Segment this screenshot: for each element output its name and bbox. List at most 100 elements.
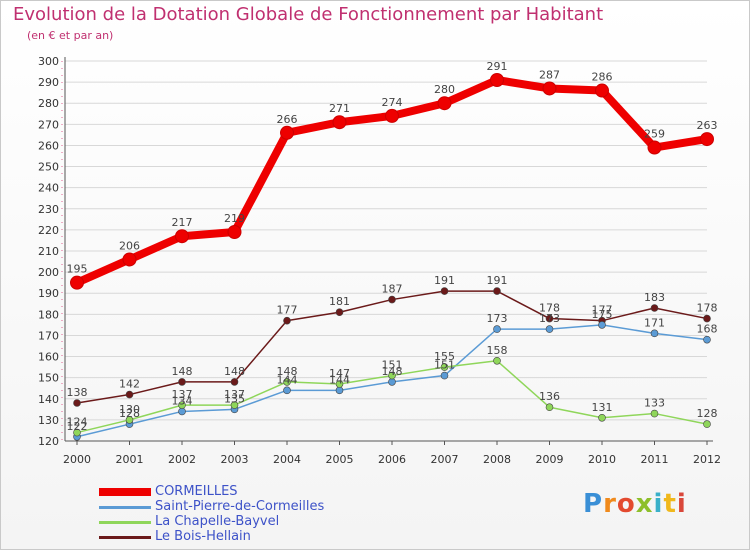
data-label: 148 (277, 365, 298, 378)
data-label: 133 (644, 397, 665, 410)
y-tick-label: 290 (38, 76, 59, 89)
data-label: 144 (329, 373, 350, 386)
data-label: 122 (67, 420, 88, 433)
y-tick-label: 180 (38, 308, 59, 321)
data-point (335, 308, 344, 317)
data-label: 219 (224, 212, 245, 225)
data-point (440, 363, 449, 371)
x-tick-label: 2004 (273, 453, 301, 466)
y-tick-label: 200 (38, 266, 59, 279)
y-tick-label: 140 (38, 393, 59, 406)
data-label: 131 (592, 401, 613, 414)
data-label: 173 (539, 312, 560, 325)
data-point (175, 229, 189, 244)
data-label: 142 (119, 378, 140, 391)
data-point (122, 252, 137, 267)
data-label: 177 (277, 304, 298, 317)
y-tick-label: 130 (38, 414, 59, 427)
x-tick-label: 2007 (431, 453, 459, 466)
data-point (703, 420, 711, 428)
data-point (493, 287, 501, 295)
x-tick-label: 2005 (326, 453, 354, 466)
data-label: 178 (697, 302, 718, 315)
data-point (493, 325, 501, 333)
data-point (178, 407, 186, 416)
data-point (385, 108, 399, 123)
legend-swatch (99, 488, 151, 496)
data-label: 137 (172, 388, 193, 401)
x-tick-label: 2006 (378, 453, 406, 466)
data-label: 128 (697, 407, 718, 420)
data-point (437, 96, 452, 111)
data-label: 259 (644, 128, 665, 141)
x-tick-label: 2010 (588, 453, 616, 466)
x-tick-label: 2002 (168, 453, 196, 466)
data-point (73, 428, 81, 437)
y-tick-label: 240 (38, 182, 59, 195)
data-point (595, 83, 609, 98)
data-point (650, 304, 659, 312)
data-label: 274 (382, 96, 403, 109)
chart-title: Evolution de la Dotation Globale de Fonc… (13, 4, 604, 25)
data-point (283, 386, 291, 395)
axes: 120 130 140 150 160 170 180 190 200 210 220 230 240 2… (38, 55, 721, 466)
legend-label: La Chapelle-Bayvel (155, 514, 280, 529)
data-label: 177 (592, 304, 613, 317)
data-point (178, 378, 186, 386)
data-label: 144 (277, 373, 298, 386)
series-line-3 (76, 290, 708, 404)
proxiti-logo: Proxiti (583, 489, 687, 519)
chart-subtitle: (en € et par an) (27, 29, 114, 42)
y-tick-label: 260 (38, 139, 59, 152)
y-tick-label: 230 (38, 203, 59, 216)
data-label: 151 (382, 359, 403, 372)
data-label: 181 (329, 295, 350, 308)
data-point (125, 390, 134, 399)
legend-swatch (99, 536, 151, 539)
data-label: 155 (434, 350, 455, 363)
x-tick-label: 2012 (693, 453, 721, 466)
data-label: 266 (277, 113, 298, 126)
data-label: 178 (539, 302, 560, 315)
data-point (703, 314, 711, 323)
data-point (493, 356, 501, 365)
x-tick-label: 2003 (221, 453, 249, 466)
data-label: 195 (67, 263, 88, 276)
data-label: 147 (329, 367, 350, 380)
data-label: 137 (224, 388, 245, 401)
data-label: 286 (592, 71, 613, 84)
data-point (125, 416, 134, 424)
data-point (700, 132, 714, 147)
x-tick-label: 2008 (483, 453, 511, 466)
data-label: 187 (382, 283, 403, 296)
data-label: 134 (172, 394, 193, 407)
data-point (280, 125, 294, 140)
y-tick-label: 250 (38, 161, 59, 174)
data-label: 217 (172, 216, 193, 229)
x-tick-label: 2009 (536, 453, 564, 466)
data-label: 191 (434, 274, 455, 287)
y-tick-label: 300 (38, 55, 59, 68)
legend-swatch (99, 521, 151, 524)
data-point (230, 378, 239, 386)
data-point (388, 371, 396, 380)
data-label: 128 (119, 407, 140, 420)
data-point (283, 316, 291, 325)
data-point (542, 81, 557, 96)
data-point (598, 413, 606, 422)
data-point (332, 115, 347, 130)
data-point (335, 386, 344, 395)
data-label: 158 (487, 344, 508, 357)
data-label: 171 (644, 316, 665, 329)
data-point (283, 378, 291, 386)
data-point (335, 380, 344, 388)
legend-label: Le Bois-Hellain (155, 529, 251, 544)
data-label: 175 (592, 308, 613, 321)
data-point (178, 401, 186, 409)
data-label: 173 (487, 312, 508, 325)
y-tick-label: 280 (38, 97, 59, 110)
y-tick-label: 210 (38, 245, 59, 258)
